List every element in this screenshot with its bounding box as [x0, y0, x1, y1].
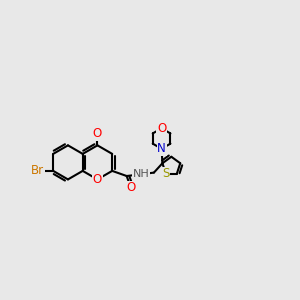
Text: N: N — [157, 142, 166, 155]
Text: O: O — [93, 173, 102, 186]
Text: S: S — [162, 167, 169, 180]
Text: Br: Br — [31, 164, 44, 177]
Text: O: O — [93, 127, 102, 140]
Text: O: O — [126, 182, 136, 194]
Text: NH: NH — [133, 169, 149, 179]
Text: O: O — [157, 122, 166, 135]
